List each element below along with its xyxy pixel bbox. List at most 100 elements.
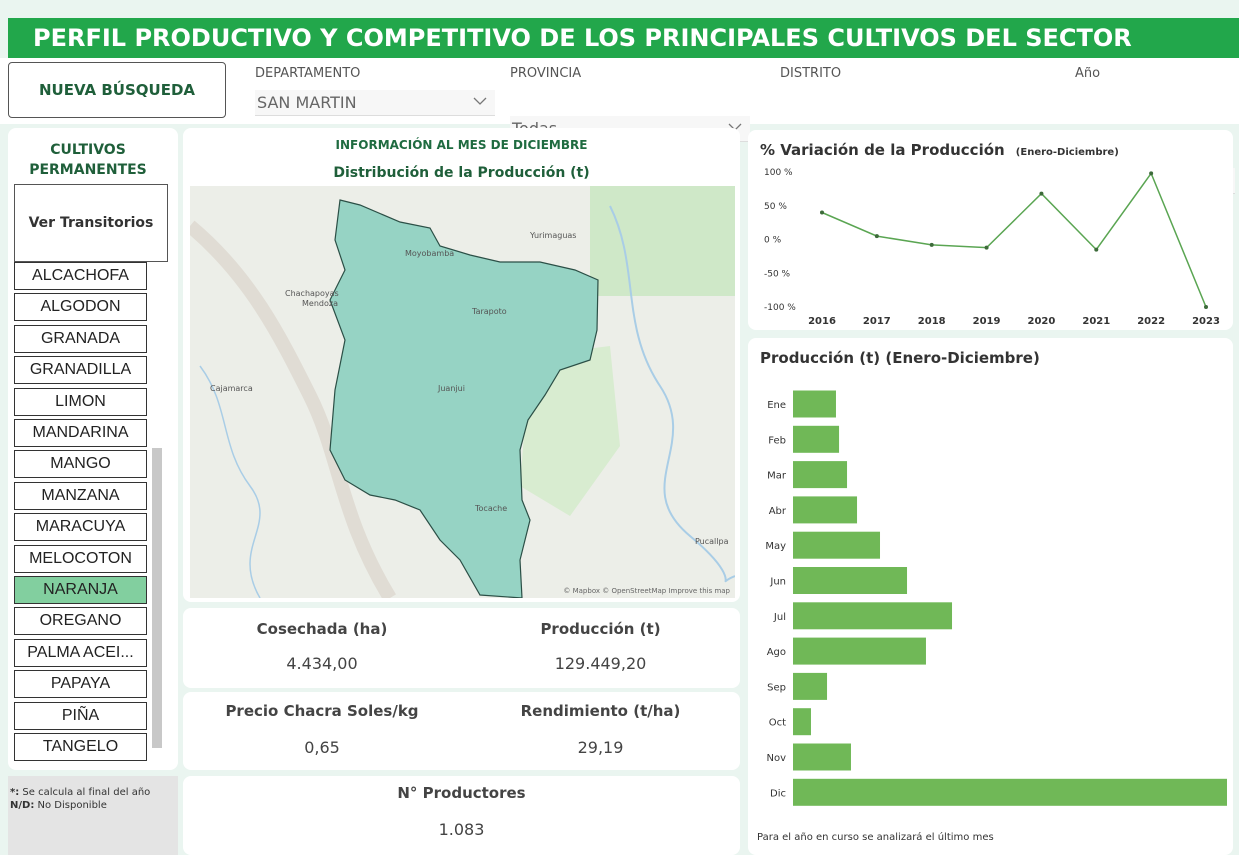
map-label: Cajamarca (210, 384, 253, 393)
y-tick-label: 0 % (764, 236, 782, 246)
y-tick-label: Sep (767, 682, 786, 693)
kpi-value: 4.434,00 (286, 654, 358, 673)
toggle-button[interactable]: Ver Transitorios (14, 184, 168, 262)
bar-chart: Ene Feb Mar Abr May Jun Jul Ago Sep Oct Nov Dic (765, 390, 1227, 806)
x-tick-label: 2020 (1028, 316, 1056, 327)
region-san-martin[interactable] (329, 199, 599, 598)
crop-item[interactable]: MARACUYA (14, 513, 147, 542)
y-tick-label: Feb (768, 435, 786, 446)
bar (793, 496, 858, 524)
map-label: Mendoza (302, 299, 338, 308)
x-tick-label: 2016 (808, 316, 836, 327)
crop-item[interactable]: GRANADILLA (14, 356, 147, 385)
bar (793, 461, 848, 489)
chart-title: % Variación de la Producción (760, 141, 1005, 159)
chart-title: Producción (t) (Enero-Diciembre) (760, 349, 1040, 367)
kpi-value: 1.083 (438, 820, 485, 839)
filter-label: Año (1075, 66, 1101, 81)
y-tick-label: Jul (773, 612, 786, 623)
line-chart-panel: % Variación de la Producción (Enero-Dici… (748, 130, 1233, 330)
crop-item[interactable]: PIÑA (14, 701, 147, 730)
y-tick-label: Ago (767, 647, 786, 658)
filter-label: DISTRITO (780, 66, 842, 81)
header-title: PERFIL PRODUCTIVO Y COMPETITIVO DE LOS P… (8, 18, 1239, 58)
y-tick-label: Nov (766, 753, 786, 764)
x-tick-label: 2018 (918, 316, 946, 327)
crop-item[interactable]: MELOCOTON (14, 544, 147, 573)
map-label: Moyobamba (405, 249, 454, 258)
y-tick-label: -100 % (764, 303, 796, 313)
kpi-row: Cosechada (ha) 4.434,00 Producción (t) 1… (183, 608, 740, 688)
crop-item[interactable]: TANGELO (14, 733, 147, 761)
note: N/D: No Disponible (10, 799, 176, 812)
y-tick-label: Dic (770, 788, 786, 799)
x-tick-label: 2023 (1192, 316, 1220, 327)
park (590, 186, 735, 296)
filter-dropdown[interactable]: SAN MARTIN (255, 90, 495, 116)
search-button[interactable]: NUEVA BÚSQUEDA (8, 62, 226, 118)
crop-item[interactable]: MANZANA (14, 481, 147, 510)
map-subtitle: INFORMACIÓN AL MES DE DICIEMBRE (335, 138, 588, 152)
bar (793, 778, 1227, 806)
x-tick-label: 2021 (1082, 316, 1110, 327)
kpi-label: Rendimiento (t/ha) (520, 702, 681, 720)
point (929, 242, 934, 247)
filter-label: DEPARTAMENTO (255, 66, 361, 81)
bar (793, 672, 828, 700)
notes: *: Se calcula al final del año N/D: No D… (8, 776, 178, 855)
terrain (190, 220, 396, 598)
crop-item[interactable]: PALMA ACEI... (14, 638, 147, 667)
kpi-label: Producción (t) (540, 620, 661, 638)
crop-item[interactable]: LIMON (14, 387, 147, 416)
point (1204, 305, 1208, 309)
crop-item[interactable]: MANGO (14, 450, 147, 479)
y-tick-label: Jun (769, 577, 786, 588)
kpi-value: 29,19 (577, 738, 624, 757)
line-chart: 100 % 50 % 0 % -50 % -100 % 2016 2017 2018 2019 2… (764, 168, 1220, 327)
point (1094, 247, 1099, 252)
kpi-label: N° Productores (397, 784, 526, 802)
y-tick-label: Ene (767, 400, 786, 411)
x-tick-label: 2019 (973, 316, 1001, 327)
filter-label: PROVINCIA (510, 66, 582, 81)
map-label: Yurimaguas (529, 231, 576, 240)
bar (793, 425, 840, 453)
y-tick-label: -50 % (764, 269, 791, 279)
note-text: No Disponible (37, 800, 107, 811)
bar (793, 637, 926, 665)
sidebar-title: CULTIVOS PERMANENTES (29, 142, 147, 178)
point (1039, 191, 1044, 196)
crop-item[interactable]: PAPAYA (14, 670, 147, 699)
note-text: Se calcula al final del año (22, 787, 151, 798)
bar (793, 390, 836, 418)
line-chart-heading: % Variación de la Producción (Enero-Dici… (760, 140, 1119, 159)
point (820, 210, 824, 215)
footer-note: Para el año en curso se analizará el últ… (757, 832, 994, 843)
river (199, 365, 261, 598)
crop-item[interactable]: MANDARINA (14, 419, 147, 447)
map-label: Pucallpa (695, 537, 729, 546)
crop-item[interactable]: ALGODON (14, 293, 147, 322)
x-tick-label: 2017 (863, 316, 891, 327)
line (821, 171, 1207, 308)
map-label: Tarapoto (471, 307, 507, 316)
map[interactable]: Moyobamba Tarapoto Juanjui Tocache Chachapoy… (190, 186, 735, 598)
crop-item[interactable]: GRANADA (14, 324, 147, 353)
y-tick-label: 50 % (764, 202, 787, 212)
crop-item[interactable]: ALCACHOFA (14, 262, 147, 290)
kpi-row: Precio Chacra Soles/kg 0,65 Rendimiento … (183, 692, 740, 770)
bar (793, 708, 811, 736)
crop-item[interactable]: OREGANO (14, 607, 147, 636)
note-key: N/D: (10, 800, 35, 811)
crop-item[interactable]: NARANJA (14, 576, 147, 604)
kpi-value: 129.449,20 (554, 654, 647, 673)
filter-value: SAN MARTIN (257, 93, 357, 112)
scrollbar[interactable] (152, 448, 162, 748)
map-panel: INFORMACIÓN AL MES DE DICIEMBRE Distribu… (183, 128, 740, 602)
kpi-row: N° Productores 1.083 (183, 776, 740, 855)
point (874, 234, 879, 239)
river (609, 205, 735, 583)
y-tick-label: Oct (769, 718, 786, 729)
note: *: Se calcula al final del año (10, 786, 176, 799)
